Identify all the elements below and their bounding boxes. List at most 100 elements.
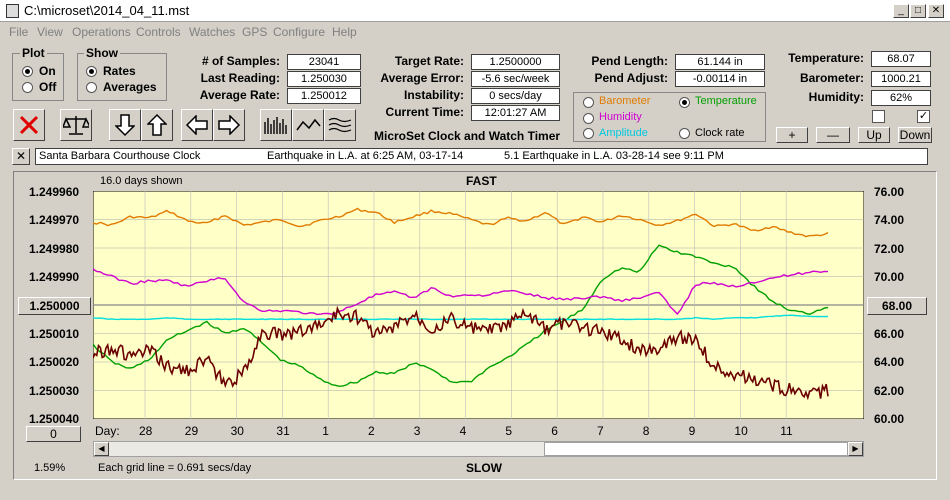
amplitude-radio-label: Amplitude	[599, 127, 648, 139]
menu-configure[interactable]: Configure	[273, 25, 326, 39]
scroll-right-icon[interactable]: ▶	[848, 442, 863, 456]
bars-button[interactable]	[260, 109, 292, 141]
right-tick-label: 62.00	[874, 384, 905, 398]
left-tick-label: 1.250010	[29, 327, 80, 341]
day-tick-label: 4	[459, 424, 467, 438]
barometer-radio[interactable]	[583, 97, 594, 108]
pend-length-value: 61.144 in	[675, 54, 765, 70]
zoom-out-button[interactable]: —	[816, 127, 850, 143]
minimize-icon[interactable]: _	[893, 4, 909, 18]
days-shown: 16.0 days shown	[100, 175, 183, 187]
arrow-down-button[interactable]	[109, 109, 141, 141]
left-tick-label: 1.249960	[29, 185, 80, 199]
series-lines	[93, 207, 829, 401]
scroll-thumb[interactable]	[544, 442, 848, 456]
right-reference-button[interactable]: 68.00	[867, 297, 927, 315]
notes-close-button[interactable]: ✕	[12, 148, 30, 165]
day-tick-label: 8	[642, 424, 650, 438]
stop-button[interactable]	[13, 109, 45, 141]
left-tick-label: 1.249990	[29, 270, 80, 284]
balance-button[interactable]	[60, 109, 92, 141]
notes-clock-name: Santa Barbara Courthouse Clock	[39, 150, 201, 162]
line-graph-icon	[296, 118, 321, 131]
show-group	[77, 53, 167, 101]
arrow-right-button[interactable]	[213, 109, 245, 141]
day-tick-label: 5	[505, 424, 513, 438]
line-button[interactable]	[292, 109, 324, 141]
scroll-left-icon[interactable]: ◀	[94, 442, 109, 456]
maximize-icon[interactable]: □	[910, 4, 926, 18]
humidity-radio-label: Humidity	[599, 111, 642, 123]
last-reading-label: Last Reading:	[200, 71, 280, 85]
day-tick-label: 6	[551, 424, 558, 438]
left-reference-button[interactable]: 1.250000	[18, 297, 91, 315]
menu-file[interactable]: File	[9, 25, 29, 39]
percent-label: 1.59%	[34, 462, 66, 474]
wave-button[interactable]	[324, 109, 356, 141]
arrow-left-icon	[185, 115, 208, 135]
show-group-title: Show	[84, 46, 120, 60]
checkbox-left[interactable]	[872, 110, 885, 123]
menu-view[interactable]: View	[37, 25, 63, 39]
plot-off-radio[interactable]	[22, 82, 33, 93]
average-rate-label: Average Rate:	[199, 88, 280, 102]
grid-note: Each grid line = 0.691 secs/day	[98, 462, 252, 474]
day-tick-label: 7	[597, 424, 604, 438]
day-tick-label: 10	[734, 424, 748, 438]
last-reading-value: 1.250030	[287, 71, 361, 87]
amplitude-radio[interactable]	[583, 128, 594, 139]
target-rate-label: Target Rate:	[394, 54, 464, 68]
humidity-radio[interactable]	[583, 113, 594, 124]
menu-controls[interactable]: Controls	[136, 25, 181, 39]
average-error-label: Average Error:	[380, 71, 464, 85]
notes-field[interactable]: Santa Barbara Courthouse Clock Earthquak…	[35, 148, 928, 165]
clock-rate-radio[interactable]	[679, 128, 690, 139]
temperature-series-line	[93, 244, 829, 388]
checkbox-right[interactable]: ✓	[917, 110, 930, 123]
temperature-radio[interactable]	[679, 97, 690, 108]
arrow-left-button[interactable]	[181, 109, 213, 141]
right-tick-label: 70.00	[874, 270, 905, 284]
amplitude-series-line	[93, 314, 829, 321]
left-tick-label: 1.249980	[29, 242, 80, 256]
barometer-label: Barometer:	[799, 71, 864, 85]
horizontal-scrollbar[interactable]: ◀ ▶	[93, 441, 864, 457]
show-rates-radio[interactable]	[86, 66, 97, 77]
target-rate-value: 1.2500000	[471, 54, 560, 70]
show-averages-radio[interactable]	[86, 82, 97, 93]
current-time-label: Current Time:	[385, 105, 464, 119]
average-rate-value: 1.250012	[287, 88, 361, 104]
pend-adjust-label: Pend Adjust:	[594, 71, 668, 85]
menu-operations[interactable]: Operations	[72, 25, 131, 39]
notes-event-2: 5.1 Earthquake in L.A. 03-28-14 see 9:11…	[504, 150, 724, 162]
plot-on-radio[interactable]	[22, 66, 33, 77]
pend-adjust-value: -0.00114 in	[675, 71, 765, 87]
samples-value: 23041	[287, 54, 361, 70]
multi-line-icon	[328, 117, 352, 133]
arrow-down-icon	[115, 114, 135, 137]
menu-watches[interactable]: Watches	[189, 25, 236, 39]
temperature-value: 68.07	[871, 51, 931, 67]
up-button[interactable]: Up	[858, 127, 890, 143]
down-button[interactable]: Down	[898, 127, 932, 143]
day-tick-label: 1	[322, 424, 329, 438]
zoom-in-button[interactable]: +	[776, 127, 808, 143]
samples-label: # of Samples:	[201, 54, 280, 68]
left-offset-button[interactable]: 0	[26, 426, 81, 442]
temperature-radio-label: Temperature	[695, 95, 757, 107]
left-tick-label: 1.250040	[29, 412, 80, 426]
grid-lines	[93, 191, 864, 419]
red-x-icon	[19, 115, 39, 135]
close-icon[interactable]: ✕	[928, 4, 944, 18]
show-rates-label: Rates	[103, 64, 136, 78]
day-axis-label: Day:	[95, 424, 120, 438]
app-title: MicroSet Clock and Watch Timer	[374, 129, 561, 143]
day-tick-label: 29	[184, 424, 199, 438]
fast-label: FAST	[466, 174, 497, 188]
menu-gps[interactable]: GPS	[242, 25, 268, 39]
arrow-up-button[interactable]	[141, 109, 173, 141]
left-tick-label: 1.250020	[29, 355, 80, 369]
notes-event-1: Earthquake in L.A. at 6:25 AM, 03-17-14	[267, 150, 464, 162]
barometer-series-line	[93, 207, 829, 238]
menu-help[interactable]: Help	[332, 25, 357, 39]
